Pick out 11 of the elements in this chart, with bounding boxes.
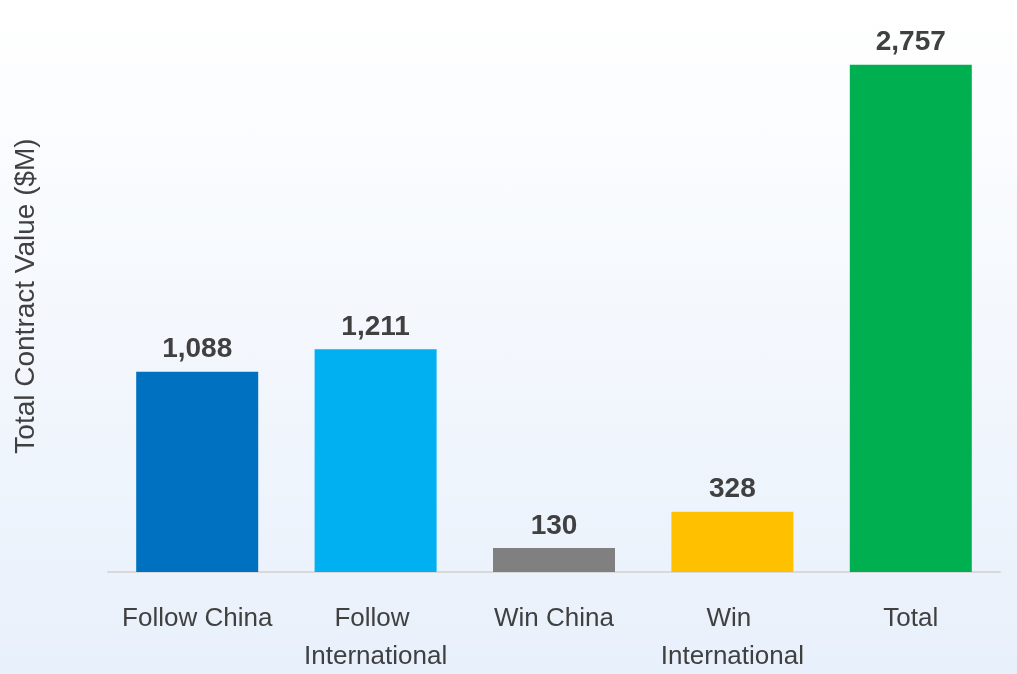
data-label: 1,088 bbox=[162, 332, 233, 364]
x-tick-label: Win International bbox=[660, 602, 804, 670]
data-label: 2,757 bbox=[875, 25, 946, 57]
x-tick-label: Follow International bbox=[304, 602, 448, 670]
data-label: 1,211 bbox=[341, 309, 410, 341]
data-label: 328 bbox=[709, 472, 756, 504]
data-label: 130 bbox=[530, 508, 578, 540]
x-tick-label: Win China bbox=[494, 602, 615, 632]
x-tick-label: Follow China bbox=[122, 602, 273, 632]
y-axis-title: Total Contract Value ($M) bbox=[8, 138, 40, 454]
x-tick-label: Total bbox=[883, 602, 939, 632]
